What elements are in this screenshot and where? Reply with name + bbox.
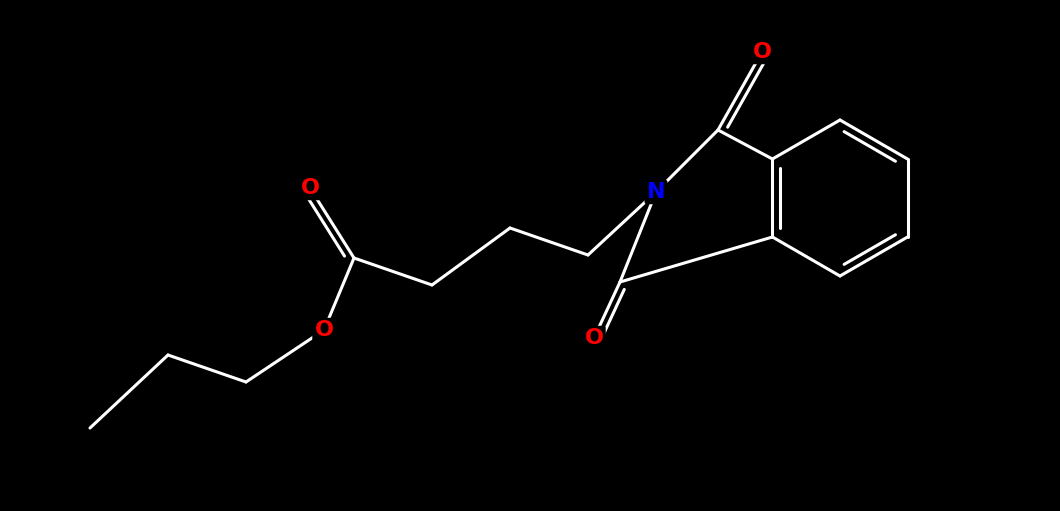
Text: N: N [647,182,666,202]
Text: O: O [315,320,334,340]
Text: O: O [300,178,319,198]
Text: O: O [584,328,603,348]
Text: O: O [753,42,772,62]
